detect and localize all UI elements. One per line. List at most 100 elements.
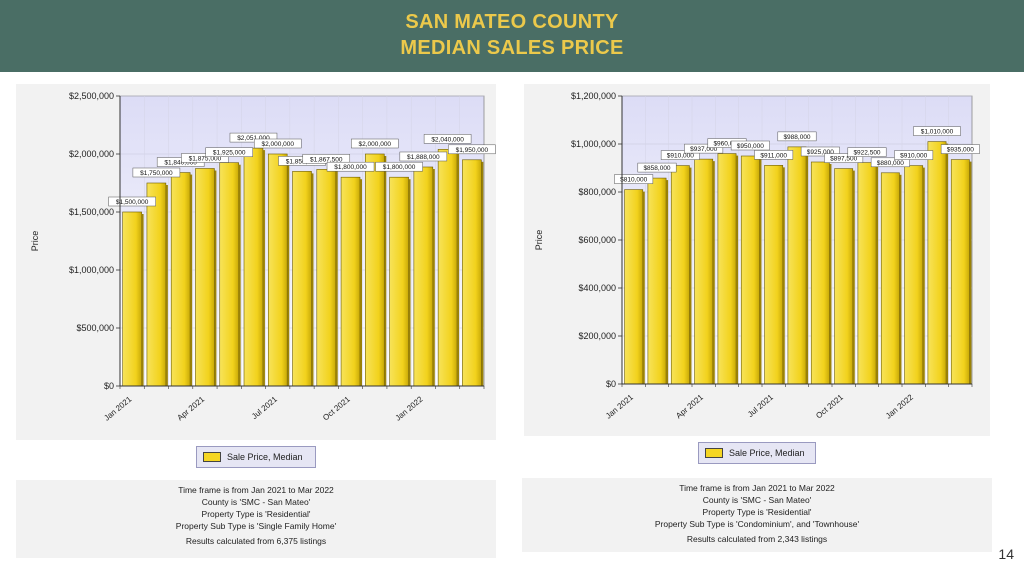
bar xyxy=(340,176,361,387)
legend-right: Sale Price, Median xyxy=(698,442,816,464)
bar-shadow xyxy=(642,191,645,384)
y-tick-label: $1,000,000 xyxy=(69,265,114,275)
bar-shadow xyxy=(481,161,484,386)
bar-shadow xyxy=(190,174,193,386)
bar xyxy=(146,182,167,387)
data-label-box xyxy=(754,150,794,160)
data-label-box xyxy=(660,150,700,160)
x-tick-label: Jul 2021 xyxy=(746,392,775,419)
data-label-box xyxy=(132,167,181,178)
bar xyxy=(170,172,191,387)
bar-shadow xyxy=(165,185,168,386)
bar-shadow xyxy=(311,173,314,386)
y-tick-label: $0 xyxy=(104,381,114,391)
data-label-box xyxy=(108,196,156,207)
data-label: $950,000 xyxy=(737,143,764,150)
bar xyxy=(365,153,385,387)
note-line: Results calculated from 2,343 listings xyxy=(686,534,828,544)
data-label: $2,040,000 xyxy=(431,136,464,143)
data-label: $880,000 xyxy=(877,160,904,167)
bar-shadow xyxy=(806,148,809,384)
data-label: $2,000,000 xyxy=(359,141,392,148)
data-label: $1,850,000 xyxy=(286,158,319,165)
y-axis-label: Price xyxy=(534,230,544,251)
data-label: $1,875,000 xyxy=(189,156,222,163)
data-label: $1,950,000 xyxy=(456,147,489,154)
x-tick-label: Oct 2021 xyxy=(321,394,352,422)
bar xyxy=(694,158,714,385)
data-label-box xyxy=(205,147,253,157)
bar-shadow xyxy=(759,158,762,384)
y-tick-label: $2,000,000 xyxy=(69,149,114,159)
note-line: Results calculated from 6,375 listings xyxy=(185,536,327,546)
y-tick-label: $500,000 xyxy=(76,323,114,333)
bar xyxy=(904,165,924,385)
data-label: $1,840,000 xyxy=(164,160,197,167)
bar xyxy=(880,172,900,385)
data-label-box xyxy=(423,134,472,144)
data-label: $2,051,000 xyxy=(237,135,270,142)
data-label-box xyxy=(614,174,654,184)
y-tick-label: $1,000,000 xyxy=(571,139,616,149)
bar xyxy=(437,149,458,387)
note-line: Property Type is 'Residential' xyxy=(201,509,311,519)
data-label: $925,000 xyxy=(807,149,834,156)
bar-shadow xyxy=(666,180,669,384)
bar-shadow xyxy=(969,161,972,384)
y-tick-label: $600,000 xyxy=(578,235,616,245)
data-label: $910,000 xyxy=(900,153,927,160)
y-tick-label: $2,500,000 xyxy=(69,91,114,101)
bar-shadow xyxy=(262,150,265,386)
legend-label: Sale Price, Median xyxy=(729,448,805,458)
bar-shadow xyxy=(946,143,949,384)
bar-shadow xyxy=(689,167,692,384)
bar-shadow xyxy=(359,179,362,386)
data-label-box xyxy=(637,162,677,173)
bar xyxy=(670,165,690,385)
data-label-box xyxy=(777,131,817,142)
bar-shadow xyxy=(712,161,715,384)
legend-left: Sale Price, Median xyxy=(196,446,316,468)
note-line: Time frame is from Jan 2021 to Mar 2022 xyxy=(679,483,835,493)
data-label: $1,800,000 xyxy=(334,164,367,171)
data-label-box xyxy=(229,132,278,143)
bar xyxy=(717,153,737,385)
data-label: $910,000 xyxy=(667,153,694,160)
data-label-box xyxy=(326,161,375,172)
y-tick-label: $1,500,000 xyxy=(69,207,114,217)
note-line: Property Type is 'Residential' xyxy=(702,507,812,517)
bar xyxy=(195,168,215,387)
x-tick-label: Apr 2021 xyxy=(674,392,705,420)
x-tick-label: Jan 2022 xyxy=(884,392,915,420)
bar-shadow xyxy=(141,214,144,386)
bar xyxy=(413,166,434,387)
data-label: $810,000 xyxy=(620,177,647,184)
x-tick-label: Jan 2021 xyxy=(604,392,635,420)
bar xyxy=(267,153,288,387)
bar-shadow xyxy=(287,156,290,386)
bar xyxy=(927,141,947,385)
y-tick-label: $800,000 xyxy=(578,187,616,197)
bar-shadow xyxy=(238,164,241,386)
data-label: $911,000 xyxy=(760,152,787,159)
x-tick-label: Jan 2022 xyxy=(394,394,425,422)
data-label: $1,925,000 xyxy=(213,150,246,157)
note-line: Property Sub Type is 'Single Family Home… xyxy=(175,521,337,531)
legend-swatch xyxy=(705,448,723,458)
bar-shadow xyxy=(782,167,785,384)
chart-panel-right: $0 $200,000 $400,000 $600,000 $800,000 $1,000… xyxy=(524,84,990,436)
y-tick-label: $1,200,000 xyxy=(571,91,616,101)
data-label-box xyxy=(894,150,934,160)
bar-shadow xyxy=(432,168,435,386)
data-label-box xyxy=(181,153,229,163)
legend-label: Sale Price, Median xyxy=(227,452,303,462)
data-label: $935,000 xyxy=(947,147,974,154)
data-label: $988,000 xyxy=(783,134,810,141)
data-label: $1,800,000 xyxy=(383,164,416,171)
bar-shadow xyxy=(852,170,855,384)
note-line: County is 'SMC - San Mateo' xyxy=(702,495,812,505)
data-label-box xyxy=(870,157,910,168)
data-label-box xyxy=(399,151,448,162)
slide-header: SAN MATEO COUNTY MEDIAN SALES PRICE xyxy=(0,0,1024,72)
bar xyxy=(857,162,877,385)
